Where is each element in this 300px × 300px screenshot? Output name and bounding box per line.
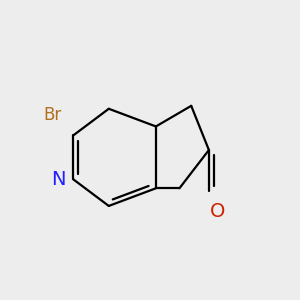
Text: Br: Br [44, 106, 62, 124]
Text: N: N [52, 170, 66, 189]
Text: O: O [210, 202, 225, 221]
